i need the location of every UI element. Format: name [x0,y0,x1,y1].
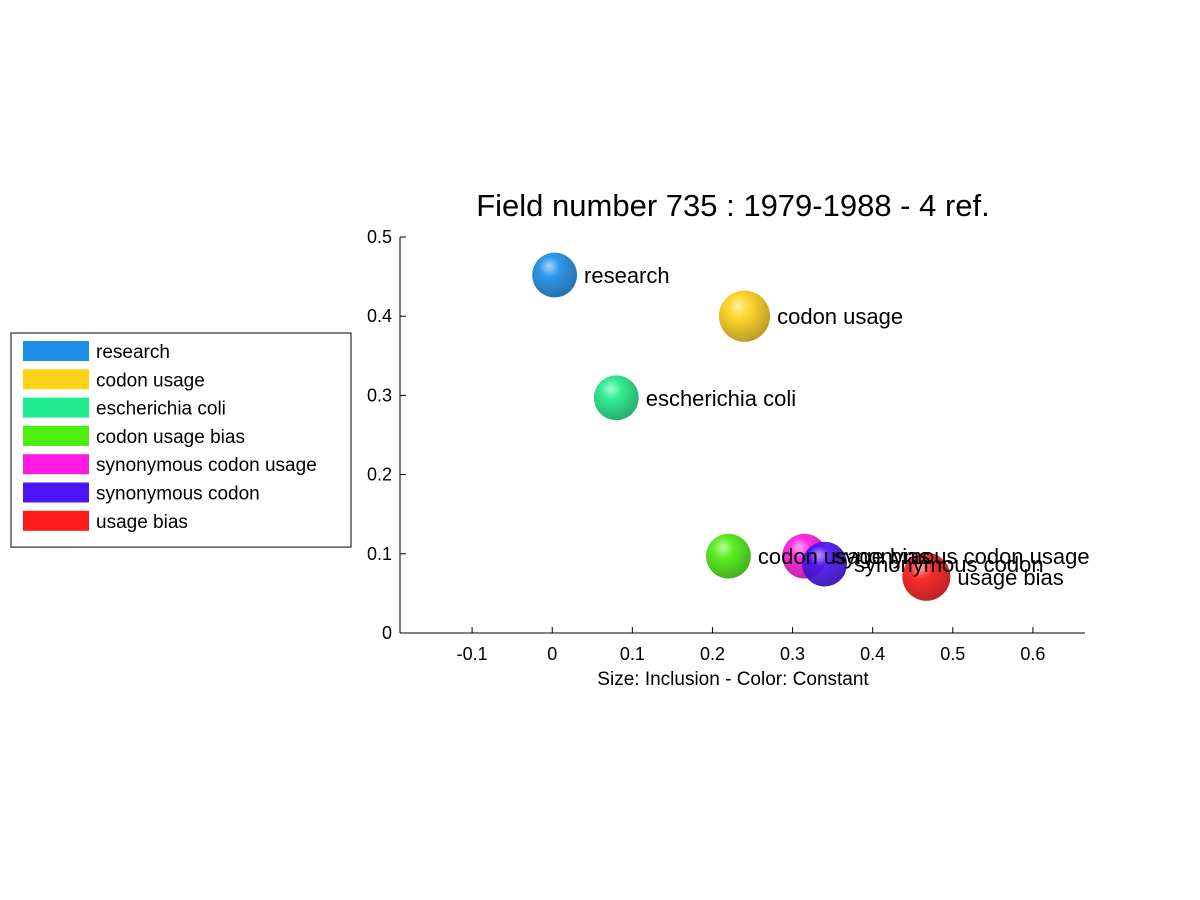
x-tick-label: 0.5 [940,644,965,664]
point-labels: research codon usage escherichia coli codon… [584,263,1090,590]
legend-swatch [23,482,89,503]
x-tick-label: 0.2 [700,644,725,664]
x-tick-label: 0 [547,644,557,664]
bubble-point [718,290,771,342]
x-tick-label: 0.4 [860,644,885,664]
bubble-point [802,541,848,587]
point-label: research [584,263,670,288]
bubble-point [593,375,639,421]
legend-swatch [23,369,89,390]
point-label: codon usage bias [758,544,930,569]
legend-entry: synonymous codon [96,484,260,505]
legend-swatch [23,510,89,531]
legend-entry: codon usage [96,370,205,391]
bubble-point [532,252,578,298]
legend-entry: codon usage bias [96,427,245,448]
point-label: escherichia coli [646,386,796,411]
bubble-point [706,533,751,579]
legend-entry: research [96,342,170,363]
chart-title: Field number 735 : 1979-1988 - 4 ref. [476,188,990,223]
point-label: usage bias [957,565,1063,590]
y-tick-label: 0.4 [367,306,392,326]
point-label: synonymous codon usage [834,544,1090,569]
y-tick-label: 0.3 [367,385,392,405]
legend-swatch [23,425,89,446]
point-label: codon usage [777,304,903,329]
legend-entry: escherichia coli [96,399,226,420]
legend-swatch [23,397,89,418]
y-tick-label: 0.2 [367,465,392,485]
legend-swatch [23,341,89,361]
legend-swatch [23,454,89,475]
legend: research codon usage escherichia coli codon… [10,332,352,548]
y-tick-label: 0 [382,623,392,643]
legend-entry: synonymous codon usage [96,455,317,476]
x-tick-label: 0.1 [620,644,645,664]
x-tick-label: 0.6 [1020,644,1045,664]
x-tick-label: 0.3 [780,644,805,664]
x-tick-label: -0.1 [457,644,488,664]
y-tick-label: 0.1 [367,544,392,564]
x-axis-label: Size: Inclusion - Color: Constant [597,669,869,690]
bubble-point [902,552,951,601]
point-label: synonymous codon [854,552,1044,577]
legend-entry: usage bias [96,512,188,533]
axes: -0.1 0 0.1 0.2 0.3 0.4 0.5 0.6 0 0.1 0.2 0.3 0.4 0.5 [367,227,1085,664]
bubbles [532,252,951,601]
y-tick-label: 0.5 [367,227,392,247]
